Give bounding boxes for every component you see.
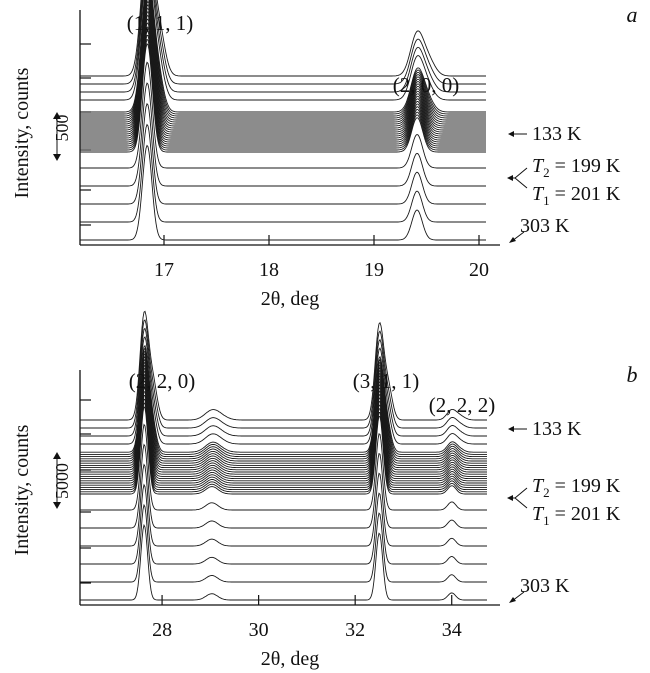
panel-b-diffraction-trace — [80, 483, 487, 565]
panel-a-diffraction-trace — [80, 26, 486, 145]
panel-a-peak-label-111: (1, 1, 1) — [127, 11, 194, 35]
panel-a-label-t1: T1 = 201 K — [532, 183, 621, 208]
panel-a-diffraction-trace — [80, 0, 486, 121]
panel-b-label-t1: T1 = 201 K — [532, 503, 621, 528]
panel-a-diffraction-trace — [80, 3, 486, 133]
panel-a-x-tick-label: 18 — [259, 259, 279, 281]
panel-a-diffraction-trace — [80, 30, 486, 147]
panel-b-x-ticks: 28 30 32 34 — [152, 595, 462, 641]
panel-a-traces — [80, 0, 486, 241]
panel-a-temperature-labels: 133 K T2 = 199 K T1 = 201 K 303 K — [507, 123, 621, 243]
panel-b-peak-label-311: (3, 1, 1) — [353, 369, 420, 393]
panel-b-traces — [80, 310, 487, 601]
panel-b-diffraction-trace — [80, 310, 487, 421]
panel-a-diffraction-trace — [80, 0, 486, 77]
panel-a-diffraction-trace — [80, 0, 486, 113]
panel-a-y-axis-label: Intensity, counts — [11, 67, 33, 198]
panel-a-scale-label: 500 — [52, 115, 72, 142]
panel-a-letter: a — [627, 2, 638, 27]
panel-b-diffraction-trace — [80, 423, 487, 511]
panel-a-x-ticks: 17 18 19 20 — [154, 235, 489, 281]
panel-b-y-axis-label: Intensity, counts — [11, 424, 33, 555]
panel-a-diffraction-trace — [80, 0, 486, 129]
panel-a-diffraction-trace — [80, 18, 486, 141]
panel-a-diffraction-trace — [80, 61, 486, 169]
panel-a-diffraction-trace — [80, 0, 486, 123]
panel-b-scale-bar — [53, 452, 61, 509]
panel-a-x-tick-label: 20 — [469, 259, 489, 281]
panel-a-diffraction-trace — [80, 82, 486, 187]
panel-a-diffraction-trace — [80, 43, 486, 153]
panel-a-scale-bar — [53, 112, 61, 161]
panel-a-diffraction-trace — [80, 34, 486, 149]
panel-a-diffraction-trace — [80, 102, 486, 205]
panel-b-diffraction-trace — [80, 344, 487, 453]
panel-b-diffraction-trace — [80, 443, 487, 529]
panel-b-diffraction-trace — [80, 503, 487, 583]
panel-a-diffraction-trace — [80, 0, 486, 131]
panel-b-letter: b — [627, 362, 638, 387]
panel-b-label-t2: T2 = 199 K — [532, 475, 621, 500]
panel-b: b Intensity, counts 5000 28 30 32 34 2θ, de… — [11, 310, 638, 670]
panel-a-diffraction-trace — [80, 10, 486, 137]
panel-a-y-ticks — [80, 43, 91, 226]
panel-b-temperature-labels: 133 K T2 = 199 K T1 = 201 K 303 K — [507, 418, 621, 603]
panel-a-diffraction-trace — [80, 0, 486, 93]
panel-a-diffraction-trace — [80, 0, 486, 115]
panel-a-diffraction-trace — [80, 0, 486, 101]
panel-a-label-303k: 303 K — [520, 215, 570, 237]
panel-a-label-133k: 133 K — [532, 123, 582, 145]
panel-b-diffraction-trace — [80, 327, 487, 437]
panel-b-peak-label-222: (2, 2, 2) — [429, 393, 496, 417]
panel-b-scale-label: 5000 — [52, 463, 72, 499]
panel-b-x-tick-label: 30 — [249, 619, 269, 641]
panel-a-label-t2: T2 = 199 K — [532, 155, 621, 180]
panel-a-diffraction-trace — [80, 14, 486, 139]
panel-a-diffraction-trace — [80, 38, 486, 151]
panel-a-x-axis-label: 2θ, deg — [261, 288, 319, 310]
panel-b-peak-label-220: (2, 2, 0) — [129, 369, 196, 393]
panel-b-label-303k: 303 K — [520, 575, 570, 597]
panel-b-x-tick-label: 28 — [152, 619, 172, 641]
panel-a-diffraction-trace — [80, 0, 486, 85]
panel-a-x-tick-label: 17 — [154, 259, 174, 281]
panel-b-x-tick-label: 32 — [345, 619, 365, 641]
panel-a-diffraction-trace — [80, 0, 486, 119]
panel-a-diffraction-trace — [80, 0, 486, 127]
panel-b-diffraction-trace — [80, 523, 487, 601]
panel-b-diffraction-trace — [80, 463, 487, 547]
panel-a-x-tick-label: 19 — [364, 259, 384, 281]
panel-a-diffraction-trace — [80, 22, 486, 143]
panel-a-diffraction-trace — [80, 144, 486, 241]
panel-b-x-axis-label: 2θ, deg — [261, 648, 319, 670]
panel-a-diffraction-trace — [80, 123, 486, 223]
panel-a-peak-label-200: (2, 0, 0) — [393, 73, 460, 97]
panel-b-x-tick-label: 34 — [442, 619, 462, 641]
panel-a-diffraction-trace — [80, 0, 486, 117]
panel-a-diffraction-trace — [80, 7, 486, 135]
panel-b-diffraction-trace — [80, 319, 487, 429]
panel-a: a Intensity, counts 500 17 18 19 20 2θ, deg… — [11, 0, 638, 310]
panel-b-diffraction-trace — [80, 336, 487, 445]
panel-b-label-133k: 133 K — [532, 418, 582, 440]
panel-a-diffraction-trace — [80, 0, 486, 125]
